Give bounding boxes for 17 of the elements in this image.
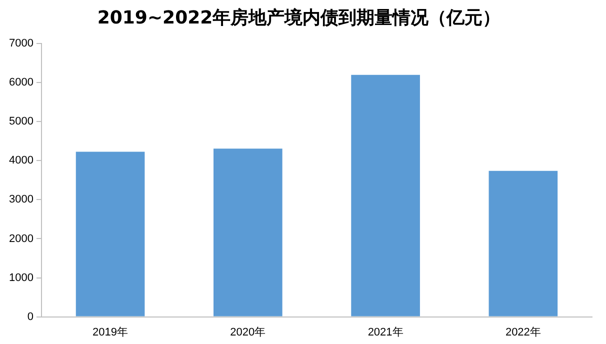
- y-tick-label: 7000: [8, 38, 34, 50]
- chart-title: 2019~2022年房地产境内债到期量情况（亿元）: [97, 7, 501, 28]
- bar: [351, 74, 420, 316]
- bar: [488, 170, 558, 316]
- y-tick-label: 3000: [8, 194, 34, 206]
- x-tick-label: 2020年: [230, 326, 266, 338]
- x-tick-label: 2019年: [92, 326, 128, 338]
- x-tick-label: 2022年: [505, 326, 541, 338]
- y-tick-label: 6000: [8, 76, 34, 89]
- y-tick-label: 2000: [8, 232, 34, 245]
- y-tick-label: 1000: [8, 272, 34, 284]
- y-tick-label: 0: [27, 310, 34, 323]
- y-tick-label: 4000: [8, 154, 34, 167]
- x-tick-label: 2021年: [368, 326, 404, 338]
- y-tick-label: 5000: [8, 116, 34, 128]
- bar: [76, 152, 145, 316]
- bar: [214, 148, 282, 316]
